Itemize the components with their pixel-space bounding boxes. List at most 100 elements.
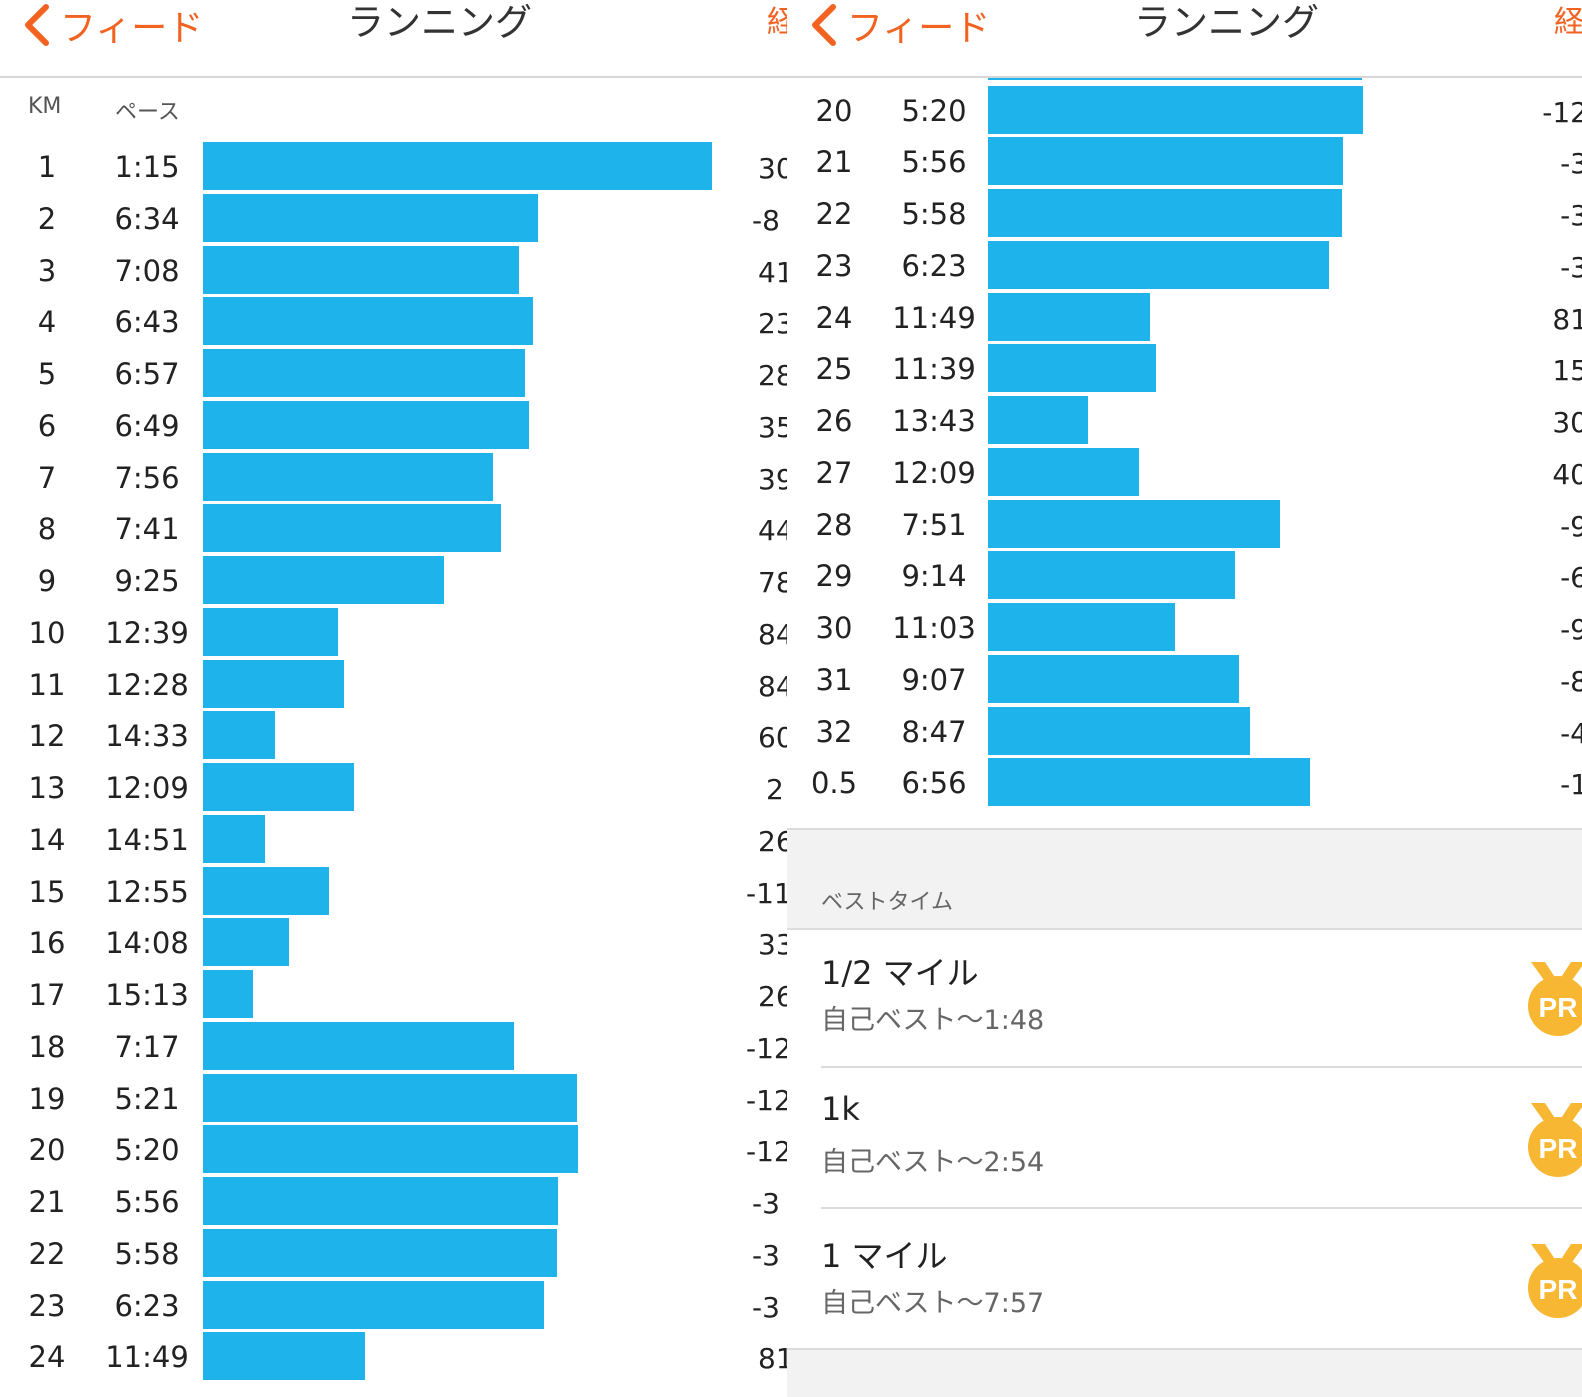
split-pace: 6:23	[114, 1288, 180, 1323]
pace-bar	[203, 918, 289, 967]
split-km: 18	[28, 1029, 66, 1064]
split-km: 14	[28, 822, 66, 857]
split-elevation: -3	[752, 1238, 780, 1272]
split-km: 24	[815, 300, 853, 335]
pace-bar	[203, 400, 530, 449]
split-km: 16	[28, 926, 66, 961]
split-km: 0.5	[810, 766, 858, 801]
pace-bar	[203, 1125, 579, 1174]
pace-bar	[203, 1177, 559, 1225]
pr-label: PR	[1539, 1133, 1578, 1164]
split-pace: 12:09	[105, 771, 189, 805]
split-km: 22	[28, 1236, 66, 1271]
split-elevation: 28	[758, 359, 787, 392]
best-time-record: 自己ベスト〜7:57	[821, 1288, 1045, 1319]
pace-bar	[203, 607, 338, 656]
split-pace: 6:56	[901, 766, 967, 801]
split-elevation: 2	[766, 773, 784, 806]
split-elevation: 60	[758, 721, 787, 755]
split-elevation: 15	[1552, 354, 1582, 388]
back-button[interactable]: フィード	[807, 0, 990, 50]
chevron-left-icon	[25, 4, 49, 46]
nav-right-header: 経	[767, 5, 787, 40]
split-km: 21	[815, 145, 853, 180]
split-pace: 11:03	[892, 611, 976, 645]
split-pace: 5:20	[901, 93, 967, 128]
split-km: 22	[815, 197, 853, 231]
splits-screen-left: 1 1:15 30 2 6:34 -8 3 7:08 41 4 6:43 23 5 6:57 28 6 6:49…	[0, 0, 787, 1397]
split-pace: 5:56	[114, 1185, 180, 1219]
pace-bar	[988, 447, 1140, 496]
pace-bar	[988, 603, 1176, 651]
split-km: 29	[815, 559, 853, 594]
split-km: 15	[28, 874, 66, 909]
pace-bar	[988, 292, 1151, 341]
split-km: 2	[37, 201, 57, 236]
split-km: 11	[28, 667, 66, 702]
split-elevation: -1	[1560, 768, 1582, 802]
pace-bar	[203, 970, 254, 1018]
split-km: 4	[37, 305, 57, 340]
split-pace: 12:39	[105, 615, 189, 650]
pace-bar	[203, 504, 501, 553]
split-elevation: -8	[752, 203, 780, 237]
split-pace: 5:21	[114, 1081, 180, 1116]
pace-bar	[203, 349, 525, 397]
bottom-section-bg	[787, 1348, 1582, 1397]
nav-title: ランニング	[1134, 1, 1319, 44]
back-label: フィード	[847, 8, 991, 49]
split-elevation: -8	[1560, 664, 1582, 698]
split-pace: 13:43	[892, 404, 976, 438]
pace-bar	[988, 137, 1344, 186]
split-pace: 12:09	[892, 455, 976, 490]
split-km: 10	[28, 615, 66, 650]
split-pace: 6:49	[114, 408, 180, 443]
pace-bar	[203, 814, 266, 863]
pace-bar	[203, 1073, 578, 1122]
split-elevation: -3	[752, 1290, 780, 1324]
split-pace: 11:49	[105, 1340, 189, 1375]
chevron-left-icon	[812, 4, 836, 46]
split-km: 17	[28, 978, 66, 1012]
split-km: 20	[815, 93, 853, 128]
split-pace: 12:55	[105, 874, 189, 909]
split-elevation: -4	[1560, 716, 1582, 750]
pace-bar	[203, 1332, 366, 1381]
split-pace: 6:23	[901, 248, 967, 283]
split-pace: 6:57	[114, 357, 180, 391]
pace-bar	[203, 1280, 544, 1329]
split-km: 1	[37, 150, 57, 184]
split-pace: 11:49	[892, 300, 976, 335]
pr-medal-icon: PR	[1528, 1244, 1582, 1318]
split-pace: 7:41	[114, 512, 180, 547]
split-km: 21	[28, 1185, 66, 1219]
pace-bar	[203, 452, 493, 501]
split-pace: 12:28	[105, 667, 189, 702]
split-km: 6	[37, 408, 57, 443]
best-time-record: 自己ベスト〜1:48	[821, 1005, 1045, 1036]
divider	[821, 1066, 1582, 1068]
split-pace: 7:51	[901, 507, 967, 542]
pace-bar	[203, 659, 344, 708]
split-elevation: -3	[752, 1187, 780, 1220]
pace-bar	[988, 85, 1364, 134]
split-pace: 6:34	[114, 201, 180, 236]
split-pace: 9:14	[901, 559, 967, 594]
split-pace: 11:39	[892, 352, 976, 387]
pace-bar	[203, 1021, 514, 1070]
split-elevation: 23	[758, 307, 787, 341]
split-elevation: 30	[1552, 406, 1582, 439]
split-pace: 9:25	[114, 564, 180, 598]
split-pace: 9:07	[901, 662, 967, 697]
split-elevation: -11	[746, 876, 787, 910]
split-pace: 7:56	[114, 460, 180, 495]
back-label: フィード	[60, 8, 204, 49]
nav-right-header: 経	[1554, 5, 1582, 40]
split-elevation: 40	[1552, 457, 1582, 491]
split-elevation: 30	[758, 152, 787, 185]
back-button[interactable]: フィード	[20, 0, 203, 50]
pace-bar	[988, 706, 1250, 755]
nav-title: ランニング	[347, 1, 532, 44]
split-elevation: -12	[1542, 95, 1582, 129]
pace-bar	[203, 763, 355, 811]
